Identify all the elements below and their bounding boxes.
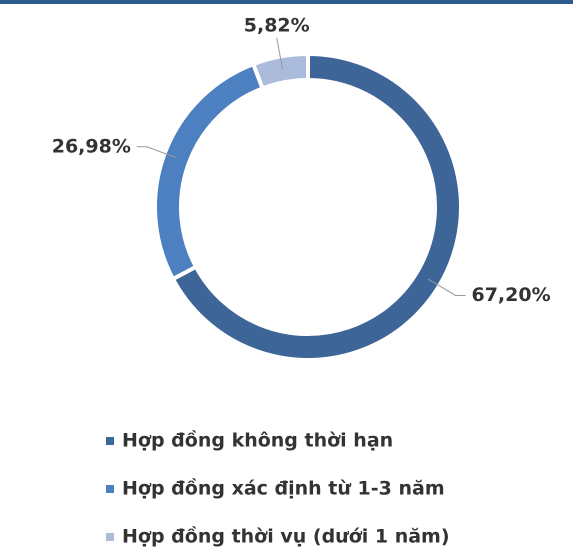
legend-marker bbox=[106, 533, 114, 541]
donut-segment bbox=[170, 51, 463, 362]
data-label: 5,82% bbox=[244, 14, 310, 36]
leader-line bbox=[276, 37, 284, 70]
leader-line bbox=[136, 146, 178, 159]
data-label: 67,20% bbox=[471, 284, 550, 306]
legend-marker bbox=[106, 485, 114, 493]
top-bar bbox=[0, 0, 573, 4]
legend-label: Hợp đồng xác định từ 1-3 năm bbox=[122, 477, 445, 500]
leader-line bbox=[427, 278, 466, 296]
data-label: 26,98% bbox=[52, 135, 131, 157]
donut-segment bbox=[153, 61, 266, 282]
legend-label: Hợp đồng không thời hạn bbox=[122, 429, 393, 452]
donut-segment bbox=[250, 51, 310, 91]
legend-label: Hợp đồng thời vụ (dưới 1 năm) bbox=[122, 525, 450, 547]
legend-marker bbox=[106, 437, 114, 445]
